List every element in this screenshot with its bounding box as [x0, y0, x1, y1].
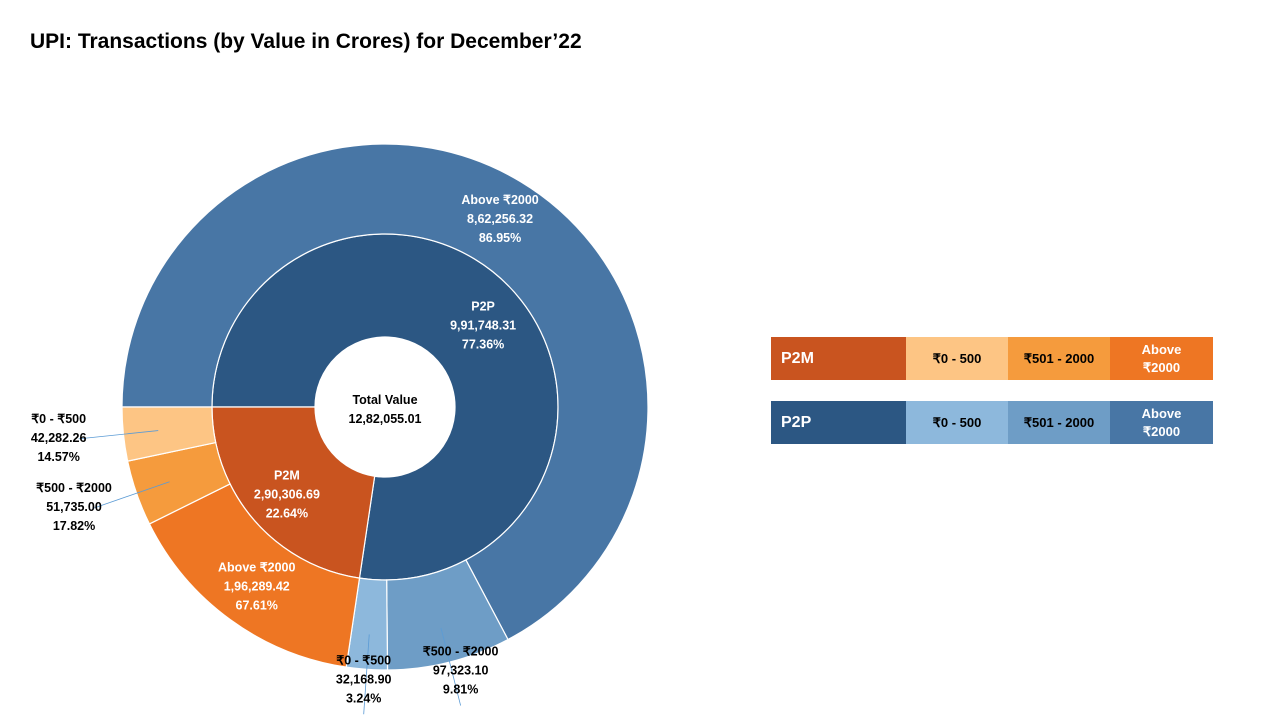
- inner-label-p2p: P2P 9,91,748.31 77.36%: [450, 299, 516, 351]
- legend-p2m-item-501-2000: ₹501 - 2000: [1008, 337, 1110, 380]
- outer-label-p2m-500-2000: ₹500 - ₹2000 51,735.00 17.82%: [36, 481, 112, 533]
- outer-label-p2p-500-2000: ₹500 - ₹2000 97,323.10 9.81%: [423, 645, 499, 697]
- legend-p2p-item-501-2000: ₹501 - 2000: [1008, 401, 1110, 444]
- legend-p2m: P2M ₹0 - 500 ₹501 - 2000 Above ₹2000: [771, 337, 1213, 380]
- outer-label-p2p-above-2000: Above ₹2000 8,62,256.32 86.95%: [461, 193, 538, 245]
- legend-p2m-item-above-2000: Above ₹2000: [1110, 337, 1213, 380]
- leader-line: [78, 430, 159, 440]
- legend-p2p: P2P ₹0 - 500 ₹501 - 2000 Above ₹2000: [771, 401, 1213, 444]
- legend-p2m-header: P2M: [771, 337, 906, 380]
- legend-p2p-item-0-500: ₹0 - 500: [906, 401, 1008, 444]
- center-total-label: Total Value 12,82,055.01: [349, 393, 422, 426]
- legend-p2m-item-0-500: ₹0 - 500: [906, 337, 1008, 380]
- outer-slice-p2m-0-500: [121, 406, 217, 462]
- legend-p2p-header: P2P: [771, 401, 906, 444]
- leader-line: [93, 481, 170, 509]
- outer-slice-p2p-above-2000: [121, 143, 649, 641]
- outer-label-p2m-above-2000: Above ₹2000 1,96,289.42 67.61%: [218, 560, 295, 612]
- outer-label-p2m-0-500: ₹0 - ₹500 42,282.26 14.57%: [31, 412, 87, 464]
- chart-title: UPI: Transactions (by Value in Crores) f…: [30, 30, 582, 53]
- outer-label-p2p-0-500: ₹0 - ₹500 32,168.90 3.24%: [336, 653, 392, 705]
- leader-line: [363, 634, 370, 715]
- center-hole: [315, 337, 455, 477]
- leader-line: [440, 627, 462, 706]
- legend-p2p-item-above-2000: Above ₹2000: [1110, 401, 1213, 444]
- inner-label-p2m: P2M 2,90,306.69 22.64%: [254, 469, 320, 521]
